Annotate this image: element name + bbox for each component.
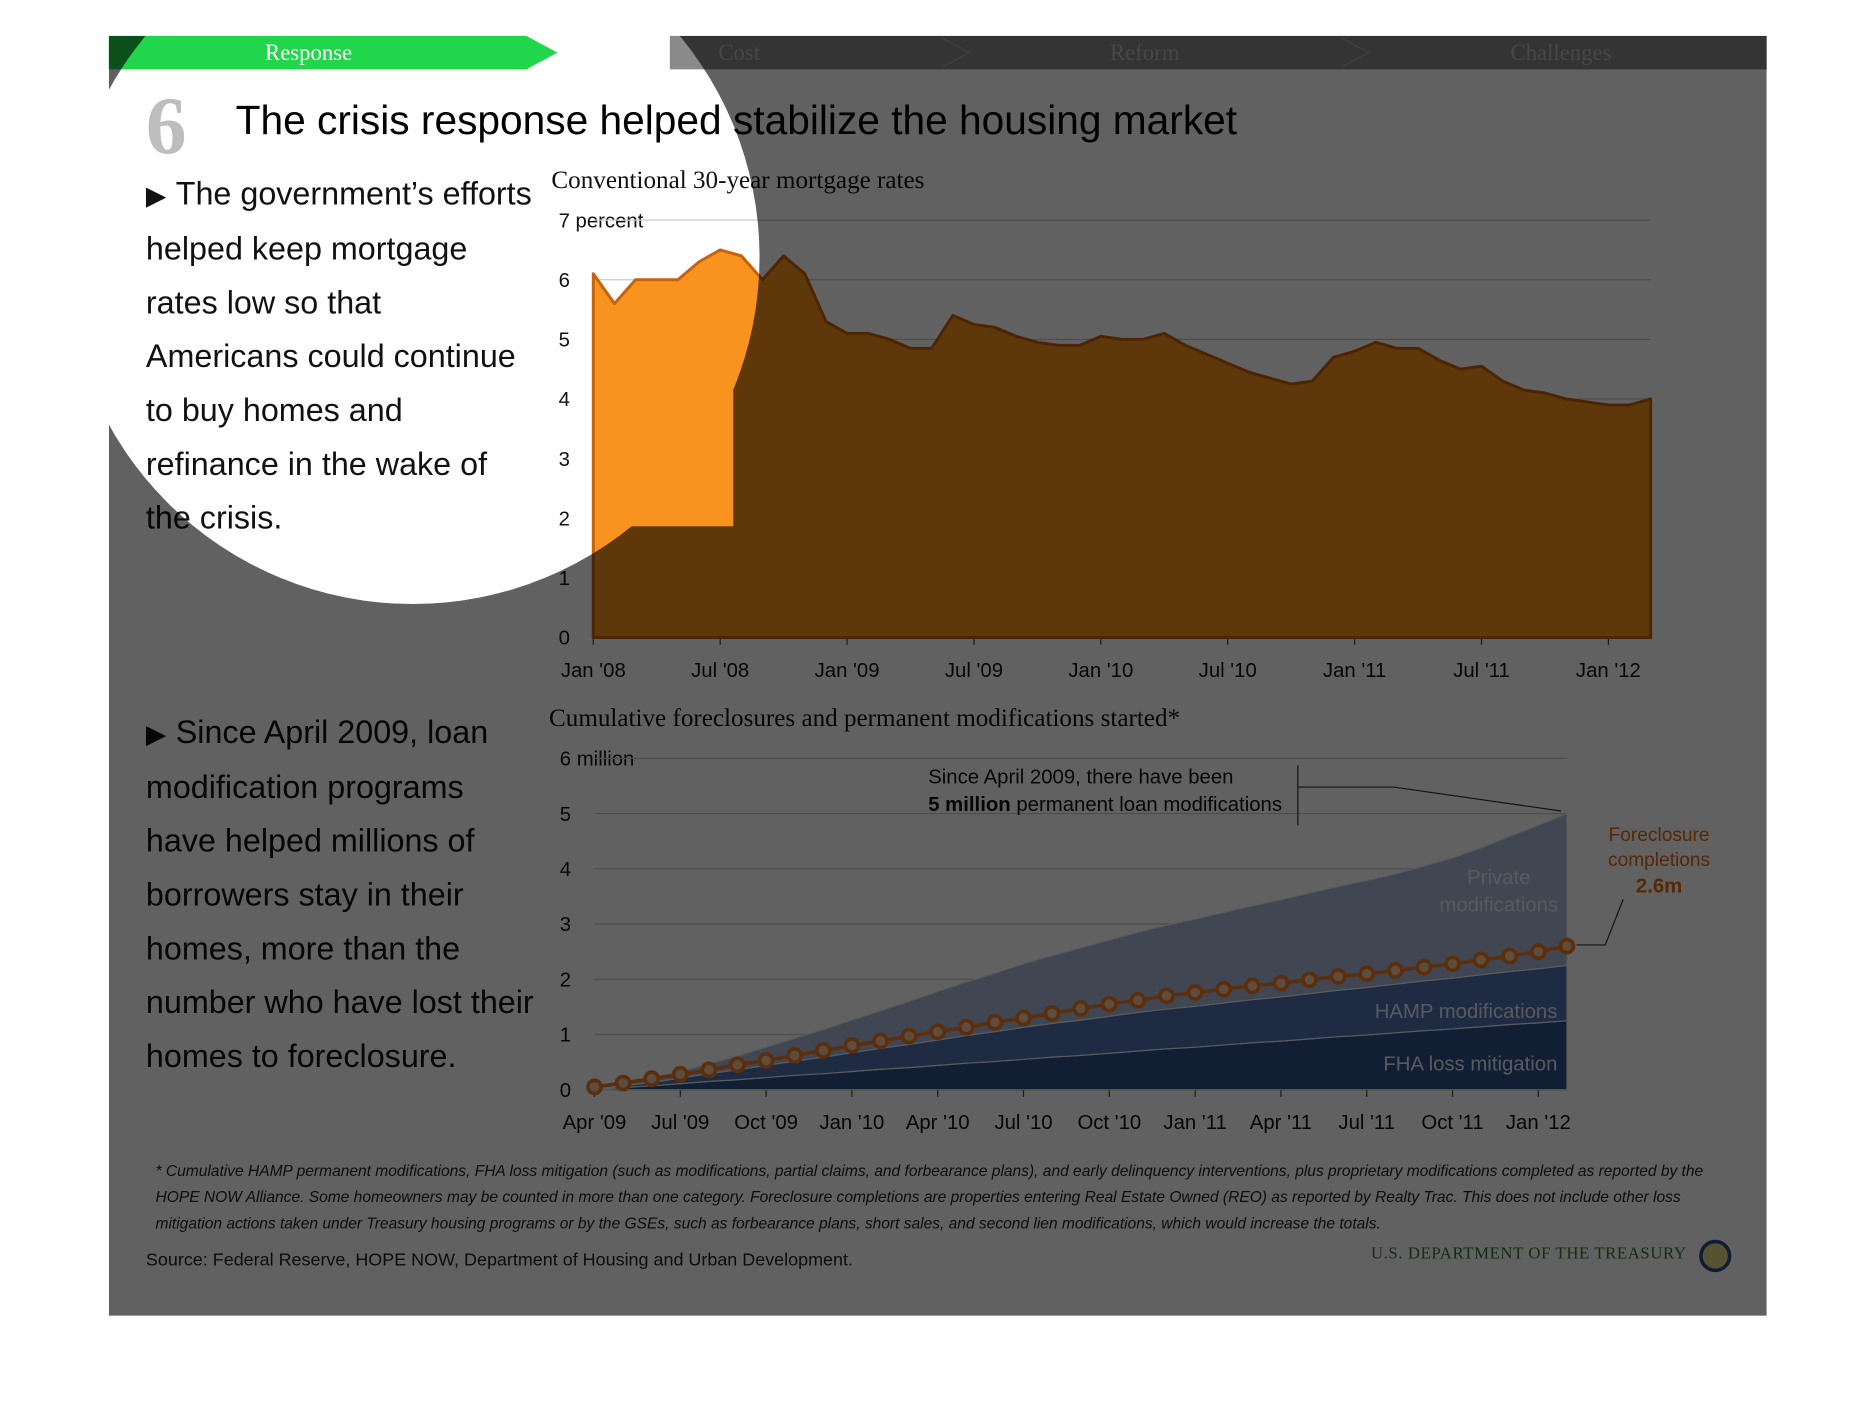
x-tick-label: Jan '11 bbox=[1323, 660, 1386, 682]
annotation-emphasis: 5 million bbox=[928, 793, 1011, 816]
x-tick-label: Jan '09 bbox=[815, 660, 880, 682]
agency: U.S. DEPARTMENT OF THE TREASURY bbox=[1370, 1245, 1687, 1264]
foreclosure-point bbox=[614, 1074, 632, 1092]
source: Source: Federal Reserve, HOPE NOW, Depar… bbox=[145, 1249, 853, 1271]
foreclosure-point bbox=[671, 1065, 689, 1083]
y-tick-label: 5 bbox=[560, 804, 571, 826]
foreclosure-point bbox=[843, 1037, 861, 1054]
foreclosure-point bbox=[1272, 974, 1290, 992]
annotation-text: permanent loan modifications bbox=[1016, 793, 1283, 816]
foreclosure-point bbox=[900, 1027, 918, 1045]
y-tick-label: 6 million bbox=[560, 749, 635, 771]
series-label: HAMP modifications bbox=[1375, 1001, 1558, 1023]
y-tick-label: 3 bbox=[560, 914, 571, 936]
x-tick-label: Oct '09 bbox=[734, 1112, 798, 1134]
y-tick-label: 3 bbox=[559, 449, 570, 471]
x-tick-label: Jul '10 bbox=[994, 1112, 1052, 1134]
foreclosure-point bbox=[1215, 980, 1233, 998]
foreclosure-point bbox=[1186, 984, 1204, 1001]
x-tick-label: Oct '10 bbox=[1077, 1112, 1141, 1134]
foreclosure-point bbox=[1529, 943, 1547, 961]
foreclosure-point bbox=[643, 1070, 661, 1088]
annotation-leader bbox=[1297, 786, 1562, 812]
foreclosure-point bbox=[929, 1023, 947, 1041]
x-tick-label: Jul '09 bbox=[651, 1112, 709, 1134]
rate-area bbox=[591, 248, 1653, 640]
x-tick-label: Apr '11 bbox=[1250, 1112, 1312, 1134]
y-tick-label: 0 bbox=[560, 1080, 571, 1102]
foreclosure-point bbox=[872, 1032, 889, 1050]
footnote: * Cumulative HAMP permanent modification… bbox=[155, 1161, 1704, 1233]
x-tick-label: Jan '08 bbox=[561, 660, 626, 682]
foreclosure-point bbox=[957, 1018, 975, 1036]
foreclosure-point bbox=[814, 1042, 832, 1059]
foreclosure-point bbox=[1158, 987, 1175, 1005]
seal bbox=[1699, 1239, 1732, 1273]
foreclosure-point bbox=[700, 1061, 718, 1079]
foreclosure-point bbox=[1043, 1005, 1061, 1022]
foreclosure-point bbox=[1444, 955, 1461, 973]
foreclosure-point bbox=[1301, 971, 1318, 989]
annotation: Since April 2009, there have been 5 mill… bbox=[928, 763, 1282, 818]
foreclosure-point bbox=[1358, 965, 1376, 983]
foreclosure-point bbox=[1100, 995, 1118, 1013]
series-label: Foreclosure completions bbox=[1607, 825, 1711, 871]
foreclosure-point bbox=[1415, 958, 1433, 976]
foreclosure-point bbox=[786, 1047, 804, 1064]
foreclosure-point bbox=[1329, 968, 1347, 985]
x-tick-label: Jan '12 bbox=[1506, 1112, 1571, 1134]
x-tick-label: Jan '12 bbox=[1576, 660, 1641, 682]
foreclosure-point bbox=[1129, 991, 1147, 1009]
x-tick-label: Oct '11 bbox=[1421, 1112, 1483, 1134]
y-tick-label: 2 bbox=[560, 969, 571, 991]
foreclosure-point bbox=[1386, 962, 1404, 979]
y-tick-label: 2 bbox=[559, 508, 570, 530]
foreclosure-point bbox=[1015, 1009, 1032, 1027]
x-tick-label: Jul '11 bbox=[1338, 1112, 1395, 1134]
x-tick-label: Apr '09 bbox=[563, 1112, 627, 1134]
y-tick-label: 4 bbox=[559, 389, 570, 411]
y-tick-label: 5 bbox=[559, 330, 570, 352]
foreclosure-point bbox=[986, 1013, 1004, 1031]
x-tick-label: Jul '08 bbox=[691, 660, 749, 682]
chart-title: Cumulative foreclosures and permanent mo… bbox=[549, 705, 1180, 732]
annotation-text: Since April 2009, there have been bbox=[928, 765, 1234, 789]
foreclosure-point bbox=[1558, 937, 1576, 955]
callout-leader bbox=[1576, 899, 1624, 946]
y-tick-label: 6 bbox=[559, 270, 570, 292]
value-label: 2.6m bbox=[1635, 874, 1683, 898]
foreclosure-point bbox=[1072, 1000, 1090, 1017]
chart-title: Conventional 30-year mortgage rates bbox=[551, 167, 924, 194]
foreclosure-point bbox=[757, 1052, 775, 1069]
series-label: FHA loss mitigation bbox=[1383, 1054, 1557, 1076]
x-tick-label: Jan '10 bbox=[1068, 660, 1133, 682]
foreclosure-point bbox=[729, 1056, 746, 1074]
foreclosure-point bbox=[586, 1078, 603, 1096]
x-tick-label: Jan '11 bbox=[1163, 1112, 1226, 1134]
y-tick-label: 1 bbox=[560, 1025, 571, 1047]
y-tick-label: 1 bbox=[559, 568, 570, 590]
x-tick-label: Jul '11 bbox=[1453, 660, 1510, 682]
y-tick-label: 4 bbox=[560, 859, 571, 881]
x-tick-label: Jul '10 bbox=[1199, 660, 1257, 682]
x-tick-label: Apr '10 bbox=[906, 1112, 970, 1134]
y-tick-label: 7 percent bbox=[559, 210, 644, 232]
foreclosure-callout: Foreclosure completions 2.6m bbox=[1577, 823, 1742, 898]
foreclosure-point bbox=[1472, 951, 1490, 969]
x-tick-label: Jan '10 bbox=[819, 1112, 884, 1134]
x-tick-label: Jul '09 bbox=[945, 660, 1003, 682]
foreclosure-point bbox=[1243, 977, 1261, 995]
series-label: Private modifications bbox=[1439, 866, 1559, 917]
y-tick-label: 0 bbox=[559, 628, 570, 650]
foreclosure-point bbox=[1501, 947, 1519, 965]
